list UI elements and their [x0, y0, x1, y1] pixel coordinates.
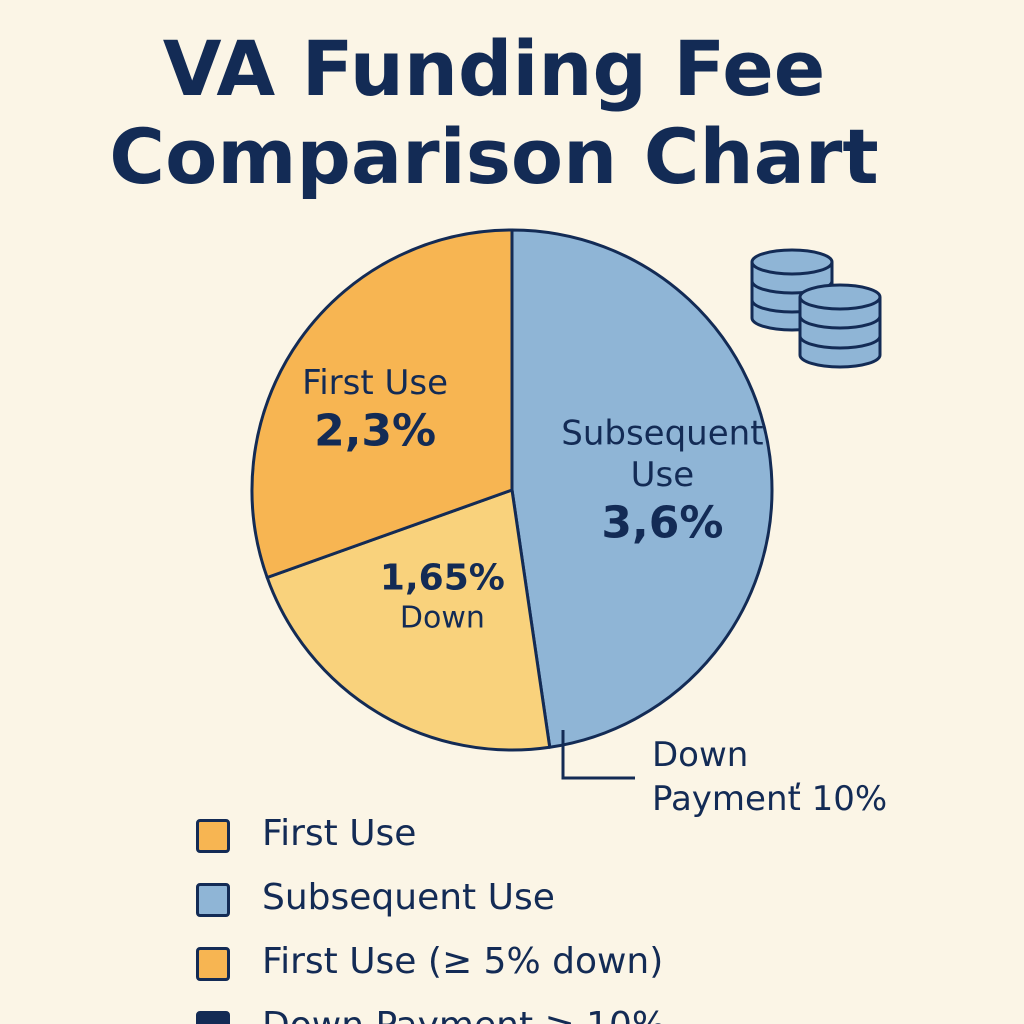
slice-name-label: Subsequent: [561, 414, 763, 454]
chart-title-line-2: Comparison Chart: [109, 112, 879, 201]
pie-slices: [250, 228, 774, 752]
slice-name-label: Use: [631, 455, 695, 495]
coin-stack-icon: [750, 248, 882, 369]
callout-label-line-2: Paymenť 10%: [652, 779, 887, 819]
chart-title-line-1: VA Funding Fee: [162, 24, 826, 113]
callout-label-line-1: Down: [652, 735, 748, 775]
legend-label: First Use (≥ 5% down): [262, 941, 664, 982]
slice-name-label: First Use: [302, 363, 448, 403]
legend-label: Down Payment ≥ 10%: [262, 1003, 666, 1024]
pie-slice: [250, 228, 514, 580]
pie-slice: [510, 228, 774, 749]
legend-swatch: [196, 947, 230, 981]
legend-label: First Use: [262, 813, 417, 854]
slice-name-label: Down: [400, 601, 485, 636]
legend-label: Subsequent Use: [262, 877, 555, 918]
pie-slice: [265, 488, 552, 752]
legend-swatch: [196, 819, 230, 853]
legend-swatch: [196, 1011, 230, 1024]
callout-line: [561, 730, 635, 780]
legend-swatch: [196, 883, 230, 917]
slice-value-label: 3,6%: [601, 498, 723, 549]
slice-value-label: 2,3%: [314, 406, 436, 457]
slice-value-label: 1,65%: [380, 558, 505, 599]
